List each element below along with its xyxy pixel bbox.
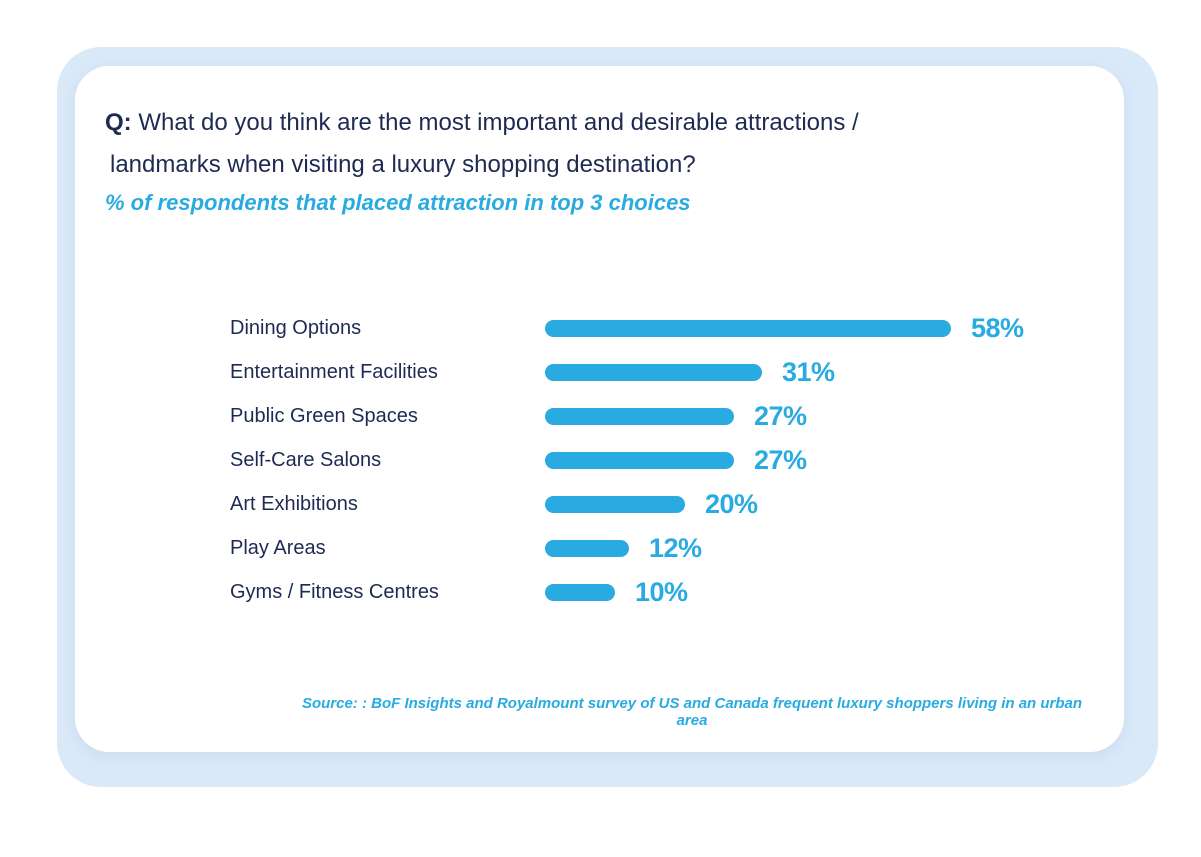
chart-row: Gyms / Fitness Centres 10% (230, 570, 1110, 614)
chart-row: Public Green Spaces 27% (230, 394, 1110, 438)
category-label: Gyms / Fitness Centres (230, 580, 439, 603)
value-bar (545, 319, 951, 337)
value-label: 20% (705, 488, 758, 519)
survey-card: Q: What do you think are the most import… (75, 66, 1124, 752)
chart-row: Play Areas 12% (230, 526, 1110, 570)
chart-row: Entertainment Facilities 31% (230, 350, 1110, 394)
category-label: Art Exhibitions (230, 492, 358, 515)
chart-subtitle: % of respondents that placed attraction … (105, 190, 691, 215)
value-label: 31% (782, 356, 835, 387)
bar-chart: Dining Options 58% Entertainment Facilitie… (230, 306, 1110, 614)
category-label: Entertainment Facilities (230, 360, 438, 383)
question-title: Q: What do you think are the most import… (105, 102, 859, 186)
question-line1: What do you think are the most important… (131, 109, 859, 136)
category-label: Dining Options (230, 316, 362, 339)
source-note: Source: : BoF Insights and Royalmount su… (301, 695, 1083, 729)
value-label: 10% (635, 576, 688, 607)
category-label: Self-Care Salons (230, 448, 382, 471)
category-label: Play Areas (230, 536, 326, 559)
value-bar (545, 539, 629, 557)
value-bar (545, 407, 734, 425)
question-line2: landmarks when visiting a luxury shoppin… (110, 151, 696, 178)
chart-row: Art Exhibitions 20% (230, 482, 1110, 526)
value-label: 27% (754, 444, 807, 475)
value-bar (545, 495, 685, 513)
value-bar (545, 451, 734, 469)
category-label: Public Green Spaces (230, 404, 418, 427)
value-bar (545, 363, 762, 381)
question-prefix: Q: (105, 109, 132, 136)
chart-row: Dining Options 58% (230, 306, 1110, 350)
value-label: 12% (649, 532, 702, 563)
value-bar (545, 583, 615, 601)
value-label: 27% (754, 400, 807, 431)
value-label: 58% (971, 312, 1024, 343)
chart-row: Self-Care Salons 27% (230, 438, 1110, 482)
